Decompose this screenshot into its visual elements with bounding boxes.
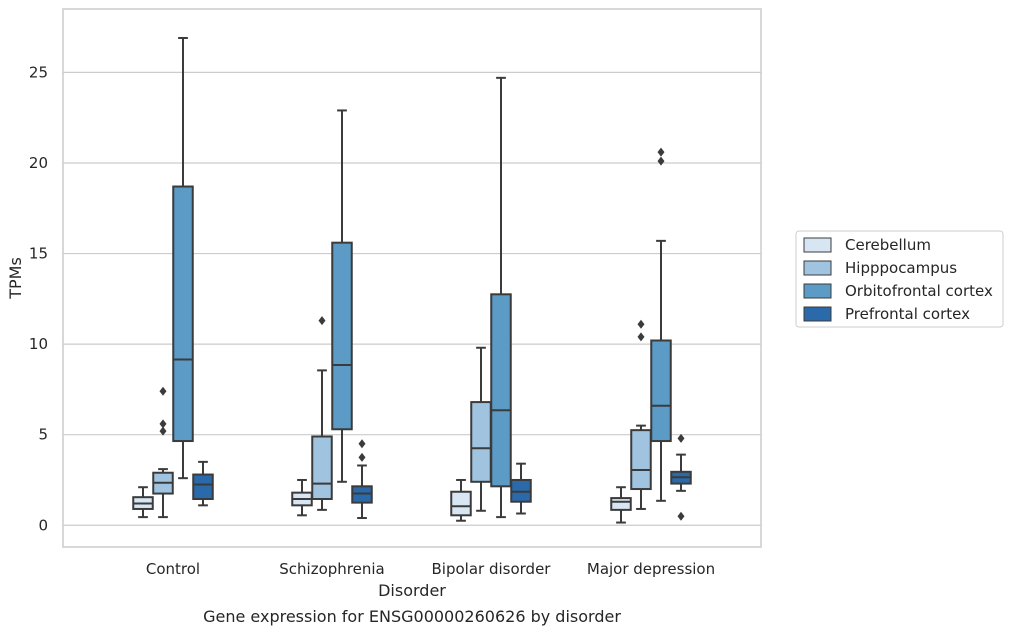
box-prefrontal-cortex	[351, 439, 373, 520]
legend-label: Cerebellum	[845, 236, 931, 254]
chart-caption: Gene expression for ENSG00000260626 by d…	[203, 607, 621, 626]
outlier-point	[159, 426, 167, 436]
box-orbitofrontal-cortex	[331, 109, 353, 483]
y-tick-label: 10	[29, 335, 48, 353]
legend-label: Orbitofrontal cortex	[845, 282, 993, 300]
outlier-point	[159, 419, 167, 429]
box-cerebellum	[610, 486, 632, 524]
legend-swatch	[803, 306, 832, 322]
box-prefrontal-cortex	[192, 460, 214, 507]
legend-frame	[795, 230, 1004, 328]
y-tick-label: 0	[38, 516, 48, 534]
y-axis-ticks: 0 5 10 15 20 25	[29, 63, 48, 534]
box-prefrontal-cortex	[670, 433, 692, 521]
box-orbitofrontal-cortex	[650, 147, 672, 502]
box-iqr	[311, 435, 333, 500]
box-plots	[132, 36, 692, 524]
outlier-point	[657, 147, 665, 157]
legend-label: Hipppocampus	[845, 259, 957, 277]
box-iqr	[630, 429, 652, 491]
x-tick-label: Bipolar disorder	[432, 560, 552, 578]
x-axis-label: Disorder	[378, 581, 446, 600]
box-iqr	[172, 185, 194, 443]
box-iqr	[450, 490, 472, 517]
box-orbitofrontal-cortex	[172, 36, 194, 480]
outlier-point	[358, 452, 366, 462]
legend-swatch	[803, 260, 832, 276]
box-hipppocampus	[470, 346, 492, 512]
x-tick-label: Major depression	[587, 560, 715, 578]
legend: Cerebellum Hipppocampus Orbitofrontal cort…	[795, 230, 1004, 328]
outlier-point	[677, 511, 685, 521]
plot-background	[63, 9, 761, 547]
outlier-point	[657, 156, 665, 166]
x-axis-ticks: Control Schizophrenia Bipolar disorder Majo…	[146, 560, 715, 578]
outlier-point	[358, 439, 366, 449]
legend-swatch	[803, 283, 832, 299]
outlier-point	[318, 316, 326, 326]
y-axis-label: TPMs	[6, 257, 25, 300]
y-tick-label: 5	[38, 426, 48, 444]
box-hipppocampus	[311, 316, 333, 511]
x-tick-label: Control	[146, 560, 200, 578]
box-iqr	[331, 241, 353, 431]
box-iqr	[470, 401, 492, 483]
plot-frame	[62, 8, 762, 548]
outlier-point	[637, 332, 645, 342]
y-tick-label: 25	[29, 63, 48, 81]
box-iqr	[490, 293, 512, 488]
box-prefrontal-cortex	[510, 462, 532, 515]
y-tick-label: 15	[29, 245, 48, 263]
x-tick-label: Schizophrenia	[279, 560, 384, 578]
y-tick-label: 20	[29, 154, 48, 172]
box-hipppocampus	[152, 386, 174, 519]
box-cerebellum	[132, 486, 154, 519]
outlier-point	[159, 386, 167, 396]
legend-swatch	[803, 237, 832, 253]
box-iqr	[650, 339, 672, 443]
box-cerebellum	[450, 478, 472, 522]
outlier-point	[677, 433, 685, 443]
box-iqr	[610, 497, 632, 511]
box-orbitofrontal-cortex	[490, 76, 512, 519]
box-hipppocampus	[630, 319, 652, 510]
box-iqr	[192, 473, 214, 500]
legend-label: Prefrontal cortex	[845, 305, 970, 323]
outlier-point	[637, 319, 645, 329]
